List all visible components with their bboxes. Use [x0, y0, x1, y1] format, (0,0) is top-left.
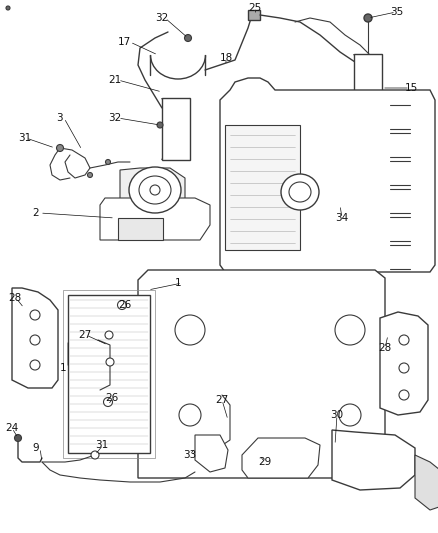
Text: 21: 21 — [108, 75, 121, 85]
Text: 9: 9 — [32, 443, 39, 453]
Polygon shape — [100, 198, 210, 240]
Polygon shape — [220, 78, 435, 272]
Ellipse shape — [281, 174, 319, 210]
Polygon shape — [120, 168, 185, 220]
Text: 17: 17 — [118, 37, 131, 47]
Ellipse shape — [105, 331, 113, 339]
Polygon shape — [138, 270, 385, 478]
Ellipse shape — [399, 335, 409, 345]
Text: 31: 31 — [18, 133, 31, 143]
Text: 1: 1 — [60, 363, 67, 373]
Text: 27: 27 — [78, 330, 91, 340]
Text: 18: 18 — [220, 53, 233, 63]
Bar — [354, 54, 382, 112]
Text: 32: 32 — [155, 13, 168, 23]
Polygon shape — [332, 430, 415, 490]
Ellipse shape — [399, 363, 409, 373]
Bar — [118, 218, 163, 240]
Text: 26: 26 — [118, 300, 131, 310]
Bar — [202, 295, 220, 440]
Ellipse shape — [184, 35, 191, 42]
Ellipse shape — [106, 358, 114, 366]
Ellipse shape — [30, 335, 40, 345]
Bar — [364, 295, 382, 440]
Ellipse shape — [88, 173, 92, 177]
Text: 31: 31 — [95, 440, 108, 450]
Bar — [68, 295, 150, 453]
Ellipse shape — [103, 398, 113, 407]
Bar — [337, 295, 355, 440]
Text: 25: 25 — [248, 3, 261, 13]
Ellipse shape — [117, 301, 127, 310]
Bar — [310, 295, 328, 440]
Ellipse shape — [175, 315, 205, 345]
Ellipse shape — [57, 144, 64, 151]
Ellipse shape — [14, 434, 21, 441]
Text: 1: 1 — [175, 278, 182, 288]
Ellipse shape — [289, 182, 311, 202]
Text: 24: 24 — [5, 423, 18, 433]
Bar — [256, 295, 274, 440]
Ellipse shape — [179, 404, 201, 426]
Ellipse shape — [139, 176, 171, 204]
Polygon shape — [242, 438, 320, 478]
Bar — [248, 10, 260, 20]
Text: 33: 33 — [183, 450, 196, 460]
Text: 34: 34 — [335, 213, 348, 223]
Ellipse shape — [150, 185, 160, 195]
Polygon shape — [415, 455, 438, 510]
Ellipse shape — [106, 159, 110, 165]
Ellipse shape — [30, 360, 40, 370]
Ellipse shape — [30, 310, 40, 320]
Polygon shape — [225, 125, 300, 250]
Polygon shape — [148, 282, 380, 468]
Bar — [162, 98, 190, 160]
Bar — [175, 295, 193, 440]
Polygon shape — [380, 312, 428, 415]
Text: 32: 32 — [108, 113, 121, 123]
Polygon shape — [330, 192, 400, 225]
Text: 29: 29 — [258, 457, 271, 467]
Ellipse shape — [335, 315, 365, 345]
Ellipse shape — [399, 390, 409, 400]
Text: 27: 27 — [215, 395, 228, 405]
Text: 15: 15 — [405, 83, 418, 93]
Bar — [229, 295, 247, 440]
Text: 28: 28 — [8, 293, 21, 303]
Text: 26: 26 — [105, 393, 118, 403]
Polygon shape — [12, 288, 58, 388]
Ellipse shape — [364, 14, 372, 22]
Bar — [63, 290, 155, 458]
Text: 2: 2 — [32, 208, 39, 218]
Bar — [283, 295, 301, 440]
Ellipse shape — [157, 122, 163, 128]
Text: 28: 28 — [378, 343, 391, 353]
Text: 30: 30 — [330, 410, 343, 420]
Ellipse shape — [6, 6, 10, 10]
Ellipse shape — [339, 404, 361, 426]
Text: 35: 35 — [390, 7, 403, 17]
Text: 3: 3 — [56, 113, 63, 123]
Ellipse shape — [91, 451, 99, 459]
Ellipse shape — [129, 167, 181, 213]
Polygon shape — [195, 435, 228, 472]
